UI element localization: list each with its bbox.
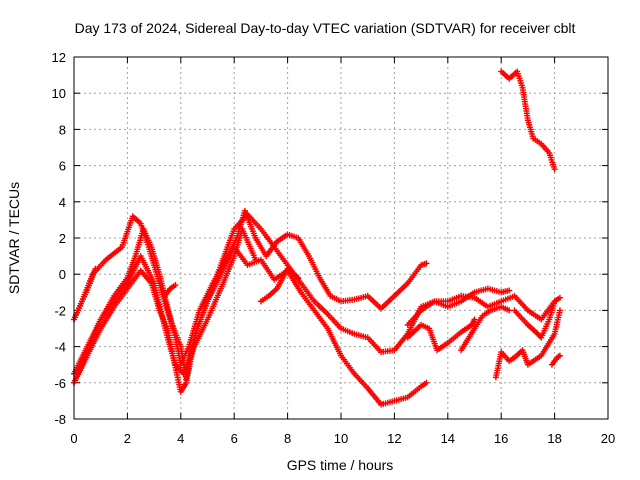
- series-trace-14: [548, 352, 563, 368]
- series-trace-4: [71, 225, 259, 377]
- x-tick-label: 4: [177, 431, 184, 446]
- x-axis-label: GPS time / hours: [287, 457, 394, 473]
- y-tick-label: -6: [54, 376, 66, 391]
- series-trace-12: [511, 298, 558, 341]
- grid-lines: [74, 57, 608, 419]
- x-tick-label: 10: [334, 431, 348, 446]
- data-point: [506, 307, 513, 314]
- y-tick-label: 8: [59, 122, 66, 137]
- data-point: [551, 166, 558, 173]
- data-point: [471, 316, 478, 323]
- data-point: [556, 307, 563, 314]
- x-tick-label: 14: [441, 431, 455, 446]
- y-tick-label: -4: [54, 340, 66, 355]
- series-trace-7: [257, 265, 302, 305]
- series-trace-6: [161, 282, 179, 299]
- x-tick-label: 16: [494, 431, 508, 446]
- y-tick-label: 10: [52, 86, 66, 101]
- axis-ticks: 0 2 4 6 8 10 12 14 16 18 20 -8 -6 -4 -2 0 2 4 6 8 10 12: [52, 50, 616, 446]
- series-trace-9: [404, 285, 513, 328]
- y-tick-label: 12: [52, 50, 66, 65]
- series-trace-3: [71, 244, 430, 408]
- data-point: [423, 379, 430, 386]
- y-tick-label: 0: [59, 267, 66, 282]
- x-tick-label: 20: [601, 431, 615, 446]
- x-tick-label: 2: [124, 431, 131, 446]
- x-tick-label: 6: [231, 431, 238, 446]
- x-tick-label: 12: [387, 431, 401, 446]
- data-point: [423, 260, 430, 267]
- chart-title: Day 173 of 2024, Sidereal Day-to-day VTE…: [75, 20, 576, 36]
- x-tick-label: 0: [70, 431, 77, 446]
- data-point: [556, 294, 563, 301]
- y-tick-label: 2: [59, 231, 66, 246]
- data-point: [506, 287, 513, 294]
- data-point: [551, 298, 558, 305]
- series-trace-11: [492, 307, 563, 381]
- data-point: [252, 256, 259, 263]
- data-marks: [71, 68, 563, 408]
- y-tick-label: 4: [59, 195, 66, 210]
- y-axis-label: SDTVAR / TECUs: [6, 182, 22, 294]
- y-tick-label: -2: [54, 303, 66, 318]
- series-trace-10: [458, 303, 513, 354]
- x-tick-label: 18: [547, 431, 561, 446]
- y-tick-label: -8: [54, 412, 66, 427]
- series-trace-13: [498, 68, 558, 173]
- plot-frame: [73, 56, 609, 420]
- series-trace-8: [404, 316, 478, 354]
- data-point: [556, 352, 563, 359]
- data-point: [295, 274, 302, 281]
- series-trace-1: [71, 211, 563, 383]
- data-point: [172, 282, 179, 289]
- y-tick-label: 6: [59, 159, 66, 174]
- x-tick-label: 8: [284, 431, 291, 446]
- data-point: [92, 265, 99, 272]
